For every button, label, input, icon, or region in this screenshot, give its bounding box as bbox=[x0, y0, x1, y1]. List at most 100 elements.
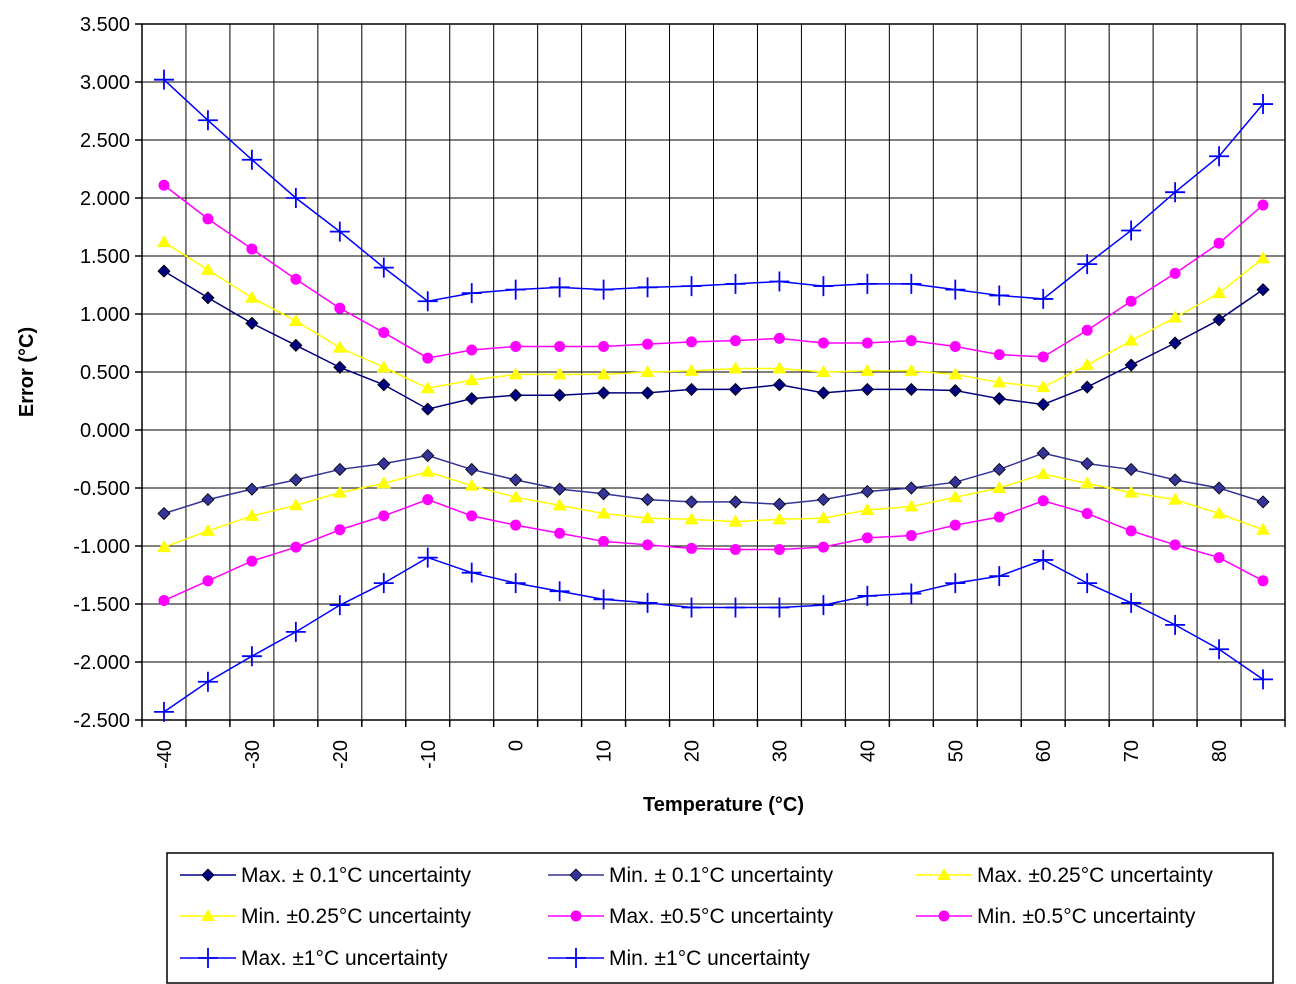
data-point bbox=[816, 386, 830, 400]
data-point bbox=[813, 595, 834, 616]
legend-label: Min. ±0.25°C uncertainty bbox=[241, 905, 472, 928]
data-point bbox=[993, 511, 1005, 523]
data-point bbox=[642, 539, 654, 551]
data-point bbox=[1124, 485, 1139, 498]
series-1 bbox=[157, 264, 1270, 416]
data-point bbox=[773, 332, 785, 344]
y-tick-label: 1.000 bbox=[80, 304, 130, 326]
data-point bbox=[640, 511, 655, 524]
data-point bbox=[1080, 380, 1094, 394]
data-point bbox=[1165, 614, 1186, 635]
data-point bbox=[464, 478, 479, 491]
data-point bbox=[1256, 283, 1270, 297]
data-point bbox=[1037, 495, 1049, 507]
x-axis: -40 -30 -20 -10 0 10 20 30 40 50 60 70 80 bbox=[141, 720, 1286, 769]
data-point bbox=[156, 540, 171, 553]
data-point bbox=[329, 595, 350, 616]
y-tick-label: -1.000 bbox=[73, 536, 130, 558]
x-tick-label: 10 bbox=[594, 740, 616, 762]
data-point bbox=[989, 285, 1010, 306]
data-point bbox=[202, 213, 214, 225]
data-point bbox=[549, 581, 570, 602]
data-point bbox=[1209, 639, 1230, 660]
data-point bbox=[1081, 508, 1093, 520]
data-point bbox=[640, 386, 655, 400]
data-point bbox=[508, 367, 523, 380]
data-point bbox=[510, 519, 522, 531]
data-point bbox=[377, 378, 391, 392]
data-point bbox=[684, 495, 699, 509]
data-point bbox=[904, 363, 919, 376]
legend-label: Max. ±1°C uncertainty bbox=[241, 947, 448, 970]
data-point bbox=[201, 493, 215, 507]
data-point bbox=[509, 473, 523, 487]
data-point bbox=[552, 498, 567, 511]
data-point bbox=[509, 388, 523, 402]
y-tick-label: -0.500 bbox=[73, 478, 130, 500]
x-tick-label: -40 bbox=[154, 740, 176, 769]
data-point bbox=[201, 291, 215, 305]
data-point bbox=[860, 484, 874, 499]
data-point bbox=[466, 510, 478, 522]
data-point bbox=[992, 375, 1007, 388]
data-point bbox=[948, 475, 962, 489]
series-line bbox=[163, 184, 1264, 359]
data-point bbox=[1080, 476, 1095, 489]
data-point bbox=[901, 583, 922, 604]
data-point bbox=[201, 909, 215, 921]
data-point bbox=[904, 499, 919, 512]
data-point bbox=[378, 327, 390, 339]
data-point bbox=[637, 592, 658, 613]
data-point bbox=[1033, 288, 1054, 309]
series-line bbox=[163, 241, 1264, 390]
data-point bbox=[156, 235, 171, 248]
legend-entry: Min. ±0.25°C uncertainty bbox=[180, 905, 472, 928]
data-point bbox=[817, 541, 829, 553]
data-point bbox=[1125, 295, 1137, 307]
data-point bbox=[552, 367, 567, 380]
legend-entry: Min. ± 0.1°C uncertainty bbox=[548, 864, 834, 887]
data-point bbox=[1253, 669, 1274, 690]
data-point bbox=[686, 542, 698, 554]
data-point bbox=[332, 340, 347, 353]
data-point bbox=[1212, 481, 1226, 495]
x-tick-label: 30 bbox=[769, 740, 791, 762]
data-point bbox=[464, 373, 479, 386]
data-point bbox=[816, 511, 831, 524]
data-point bbox=[566, 948, 586, 968]
data-point bbox=[1077, 573, 1098, 594]
data-point bbox=[1165, 182, 1186, 203]
legend-label: Max. ±0.25°C uncertainty bbox=[977, 864, 1213, 887]
data-point bbox=[905, 335, 917, 347]
data-point bbox=[417, 291, 438, 312]
data-point bbox=[681, 597, 702, 618]
y-tick-label: 0.500 bbox=[80, 362, 130, 384]
data-point bbox=[993, 349, 1005, 361]
data-point bbox=[816, 493, 830, 507]
legend-label: Min. ± 0.1°C uncertainty bbox=[609, 864, 834, 887]
data-point bbox=[289, 473, 303, 487]
data-point bbox=[373, 573, 394, 594]
data-point bbox=[857, 585, 878, 606]
data-point bbox=[329, 221, 350, 242]
data-point bbox=[1080, 457, 1094, 471]
data-point bbox=[1081, 324, 1093, 336]
data-point bbox=[201, 868, 215, 882]
series-line bbox=[163, 470, 1264, 548]
data-point bbox=[637, 277, 658, 298]
data-point bbox=[417, 547, 438, 568]
data-point bbox=[1168, 492, 1183, 505]
y-tick-label: 3.500 bbox=[80, 14, 130, 36]
data-point bbox=[945, 279, 966, 300]
series-2 bbox=[157, 446, 1270, 521]
data-point bbox=[158, 595, 170, 607]
x-tick-label: 60 bbox=[1033, 740, 1055, 762]
data-point bbox=[1124, 358, 1138, 372]
data-point bbox=[948, 383, 962, 398]
data-point bbox=[949, 340, 961, 352]
data-point bbox=[598, 340, 610, 352]
data-point bbox=[948, 490, 963, 503]
data-point bbox=[1212, 506, 1227, 519]
data-point bbox=[728, 495, 743, 509]
